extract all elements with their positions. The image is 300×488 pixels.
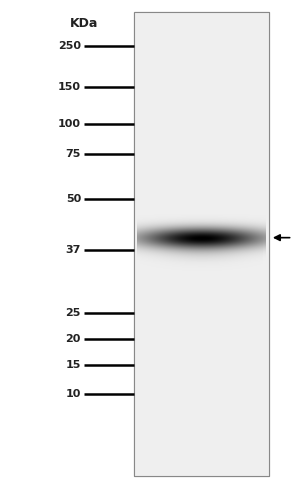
Bar xyxy=(134,12,268,476)
Text: 10: 10 xyxy=(66,389,81,399)
Text: 75: 75 xyxy=(66,149,81,159)
Text: 150: 150 xyxy=(58,82,81,92)
Text: 20: 20 xyxy=(66,334,81,344)
Bar xyxy=(134,12,268,476)
Text: 37: 37 xyxy=(66,245,81,255)
Text: 100: 100 xyxy=(58,120,81,129)
Text: 250: 250 xyxy=(58,41,81,51)
Text: KDa: KDa xyxy=(70,17,98,30)
Text: 15: 15 xyxy=(66,360,81,370)
Text: 25: 25 xyxy=(66,308,81,318)
Text: 50: 50 xyxy=(66,194,81,204)
